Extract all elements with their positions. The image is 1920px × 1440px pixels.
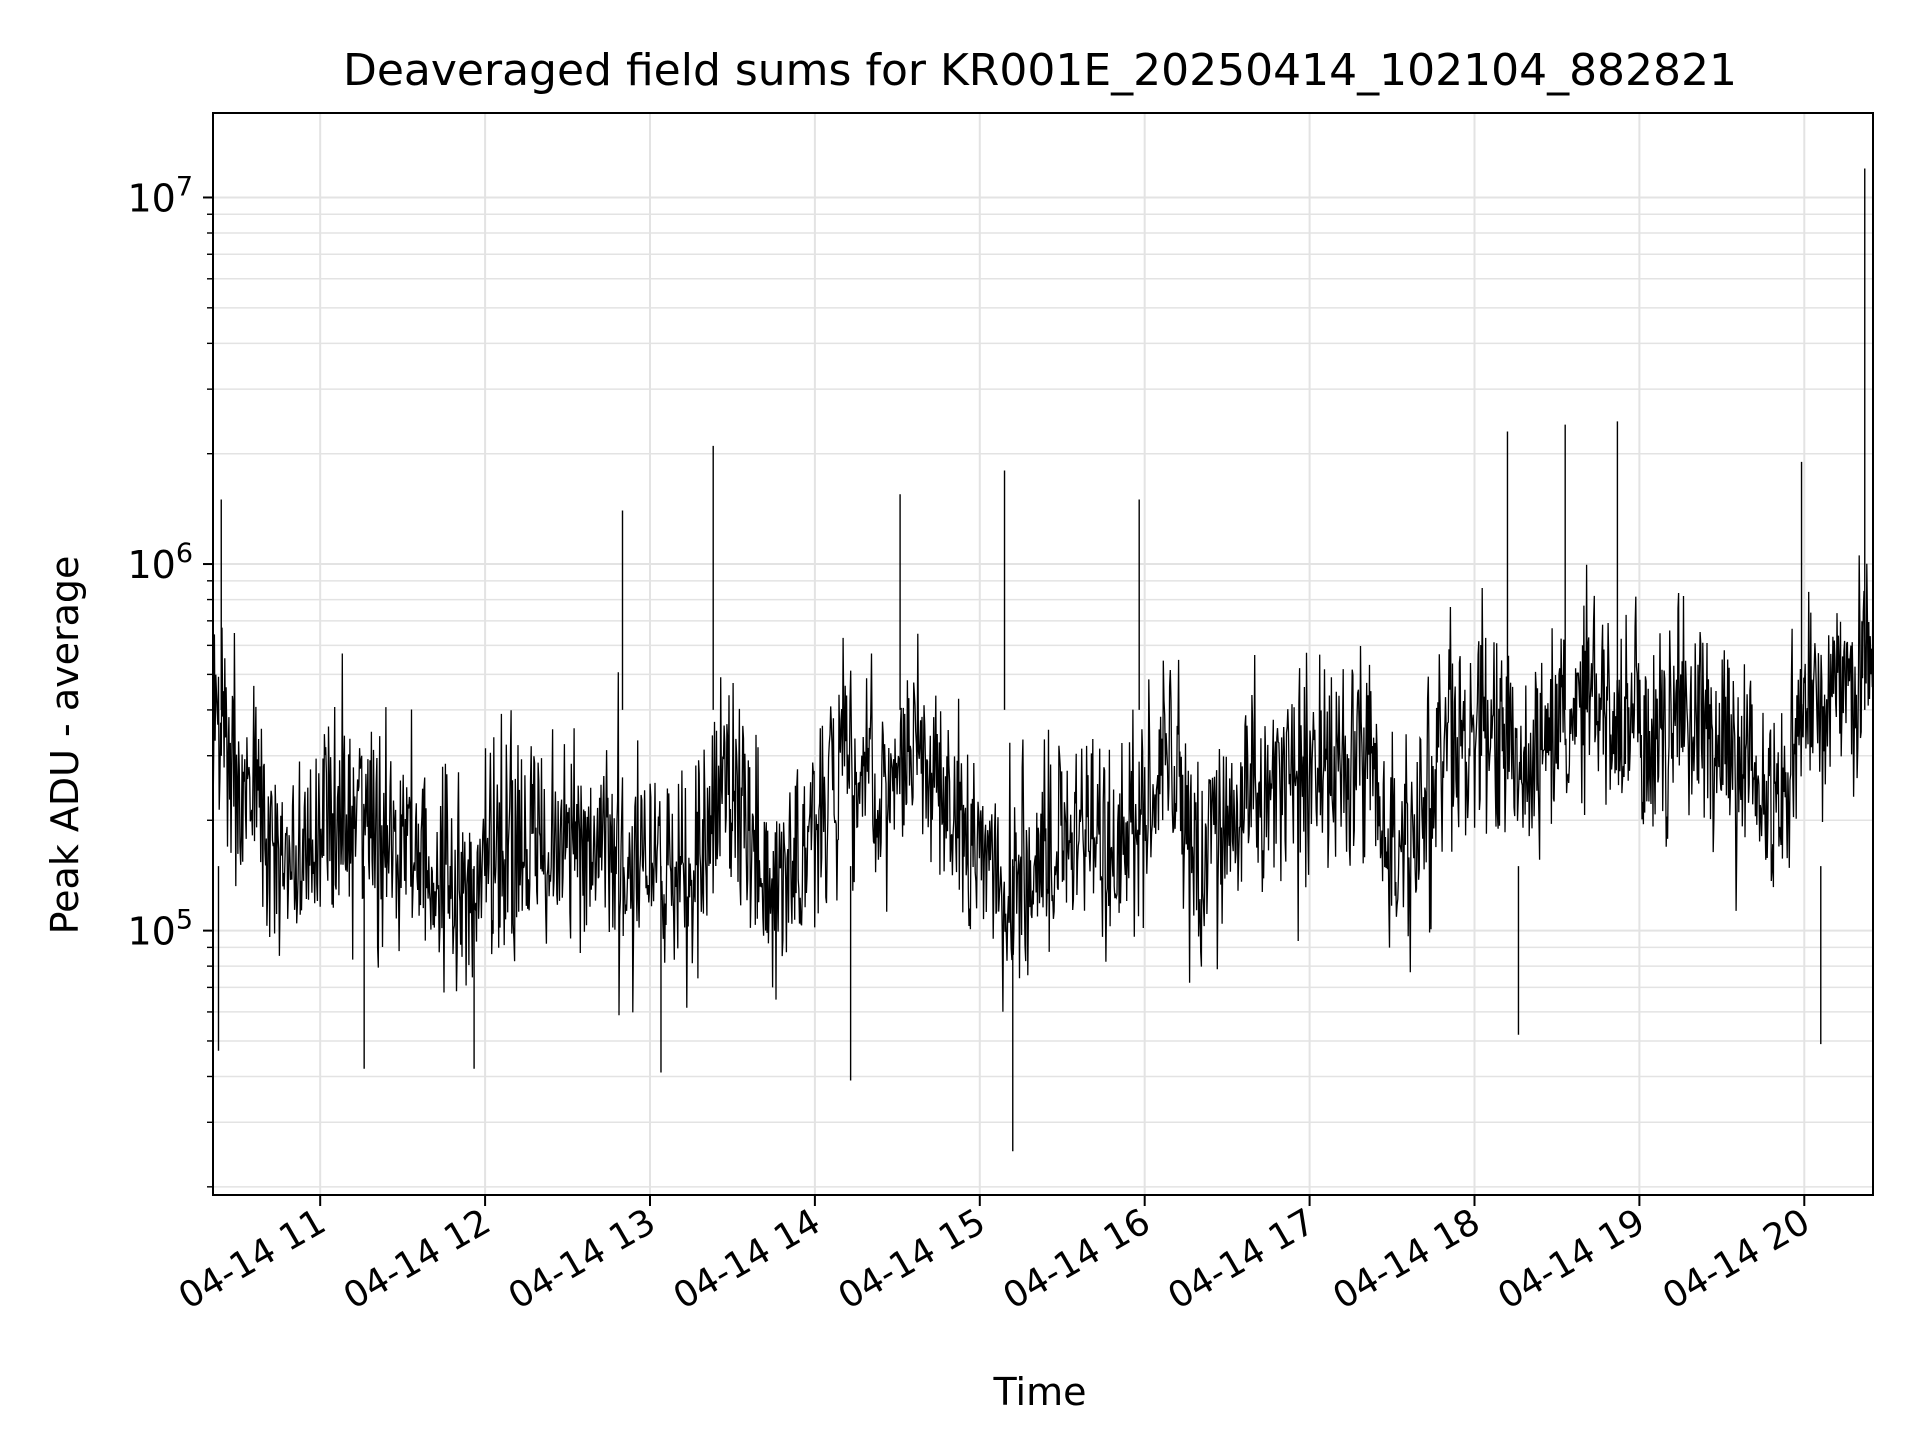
- y-tick-label: 106: [127, 538, 193, 587]
- chart-title: Deaveraged field sums for KR001E_2025041…: [343, 45, 1737, 96]
- x-axis-label: Time: [993, 1370, 1087, 1414]
- y-axis-label: Peak ADU - average: [43, 556, 87, 935]
- y-tick-label: 105: [127, 905, 193, 954]
- plot-frame: [212, 112, 1874, 1196]
- series-layer: [212, 168, 1874, 1152]
- y-tick-label: 107: [127, 171, 193, 220]
- series-line: [212, 550, 1874, 1016]
